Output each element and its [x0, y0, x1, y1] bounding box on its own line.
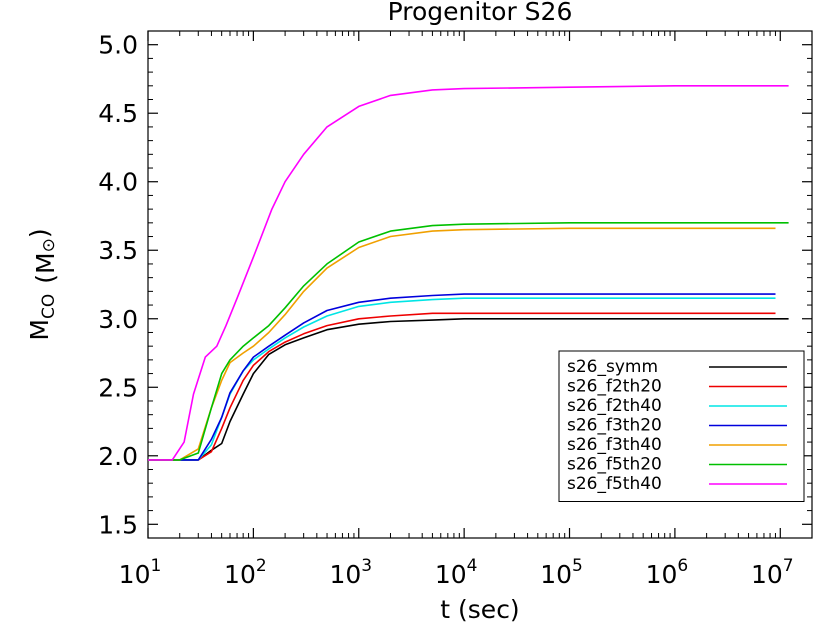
x-axis-title: t (sec)	[440, 595, 519, 624]
tick-layer	[147, 31, 813, 538]
plot-area	[147, 30, 813, 539]
x-tick-label: 107	[751, 556, 794, 589]
y-tick-label: 3.5	[98, 236, 138, 265]
x-tick-label-base: 10	[540, 560, 572, 589]
legend-label: s26_f3th20	[567, 416, 662, 436]
x-tick-label-exponent: 2	[256, 556, 267, 576]
y-axis-title-close: )	[25, 228, 54, 238]
plot-frame	[147, 30, 813, 539]
y-tick-label: 3.0	[98, 305, 138, 334]
x-tick-label: 101	[119, 556, 162, 589]
y-axis-title-main: M	[25, 319, 54, 341]
y-tick-label: 5.0	[98, 31, 138, 60]
legend-label: s26_f2th20	[567, 377, 662, 397]
chart-title: Progenitor S26	[388, 0, 573, 26]
legend: s26_symms26_f2th20s26_f2th40s26_f3th20s2…	[558, 350, 805, 502]
legend-label: s26_f2th40	[567, 396, 662, 416]
x-tick-labels: 101 102 103 104 105 106 107	[119, 556, 794, 589]
x-tick-label-exponent: 7	[783, 556, 794, 576]
x-tick-label: 103	[329, 556, 372, 589]
series-line-s26_f3th20	[148, 293, 776, 461]
x-tick-label-exponent: 3	[361, 556, 372, 576]
y-tick-label: 1.5	[98, 510, 138, 539]
y-tick-label: 4.0	[98, 168, 138, 197]
x-tick-label: 104	[435, 556, 478, 589]
x-tick-label-base: 10	[751, 560, 783, 589]
x-tick-label-exponent: 6	[677, 556, 688, 576]
legend-label: s26_symm	[567, 357, 658, 377]
y-tick-label: 4.5	[98, 99, 138, 128]
x-tick-label-base: 10	[119, 560, 151, 589]
series-layer	[148, 85, 789, 461]
series-line-s26_f2th20	[148, 312, 776, 461]
legend-label: s26_f5th40	[567, 474, 662, 494]
x-tick-label-base: 10	[224, 560, 256, 589]
x-tick-label-exponent: 5	[572, 556, 583, 576]
x-tick-label-base: 10	[435, 560, 467, 589]
y-axis-title: MCO (M⊙)	[25, 228, 60, 340]
x-tick-label-exponent: 4	[467, 556, 478, 576]
series-line-s26_f5th40	[148, 85, 789, 461]
x-tick-label-exponent: 1	[150, 556, 161, 576]
series-line-s26_f5th20	[148, 222, 789, 461]
y-tick-label: 2.5	[98, 373, 138, 402]
y-axis-title-subscript: CO	[39, 294, 59, 319]
y-tick-label: 2.0	[98, 442, 138, 471]
x-tick-label: 102	[224, 556, 267, 589]
x-tick-label: 105	[540, 556, 583, 589]
legend-label: s26_f5th20	[567, 455, 662, 475]
series-line-s26_symm	[148, 317, 789, 461]
x-tick-label-base: 10	[329, 560, 361, 589]
y-axis-title-unit: (M	[31, 252, 60, 283]
x-tick-label: 106	[646, 556, 689, 589]
y-tick-labels: 1.5 2.0 2.5 3.0 3.5 4.0 4.5 5.0	[98, 31, 138, 540]
x-tick-label-base: 10	[646, 560, 678, 589]
legend-label: s26_f3th40	[567, 435, 662, 455]
y-axis-title-sun-symbol: ⊙	[39, 238, 59, 252]
